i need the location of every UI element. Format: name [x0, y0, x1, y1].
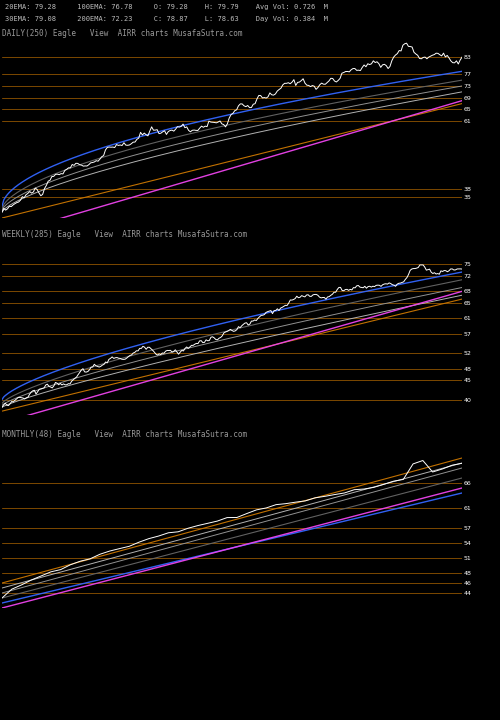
- Text: WEEKLY(285) Eagle   View  AIRR charts MusafaSutra.com: WEEKLY(285) Eagle View AIRR charts Musaf…: [2, 230, 247, 239]
- Text: 30EMA: 79.08     200EMA: 72.23     C: 78.87    L: 78.63    Day Vol: 0.384  M: 30EMA: 79.08 200EMA: 72.23 C: 78.87 L: 7…: [5, 17, 328, 22]
- Text: DAILY(250) Eagle   View  AIRR charts MusafaSutra.com: DAILY(250) Eagle View AIRR charts Musafa…: [2, 29, 242, 38]
- Text: 20EMA: 79.28     100EMA: 76.78     O: 79.28    H: 79.79    Avg Vol: 0.726  M: 20EMA: 79.28 100EMA: 76.78 O: 79.28 H: 7…: [5, 4, 328, 10]
- Text: MONTHLY(48) Eagle   View  AIRR charts MusafaSutra.com: MONTHLY(48) Eagle View AIRR charts Musaf…: [2, 430, 247, 439]
